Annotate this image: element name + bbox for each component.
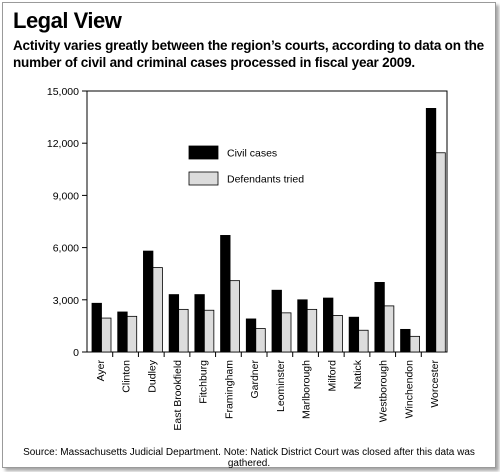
bar-civil-cases [297,299,308,353]
source-note: Source: Massachusetts Judicial Departmen… [23,447,475,469]
x-tick-label: East Brookfield [172,360,184,431]
bar-defendants-tried [281,312,292,353]
legend-label-civil-cases: Civil cases [227,148,277,160]
x-tick-label: Dudley [146,359,158,392]
bar-civil-cases [271,289,282,353]
bar-defendants-tried [229,280,240,353]
legend-swatch-civil-cases [188,145,219,160]
chart-title: Legal View [13,8,122,33]
x-tick-label: Marlborough [301,360,313,419]
bar-civil-cases [220,235,231,353]
bar-defendants-tried [435,152,446,353]
bar-civil-cases [323,297,334,353]
bar-civil-cases [400,328,411,353]
bar-defendants-tried [332,315,343,353]
bar-civil-cases [245,318,257,353]
x-tick-label: Clinton [121,360,133,393]
bar-civil-cases [194,294,205,353]
bar-defendants-tried [306,308,318,353]
x-tick-label: Leominster [275,360,287,412]
bar-chart: 0 3,000 6,000 9,000 12,000 15,000 Ayer Clinton D… [47,86,448,431]
y-tick-label: 3,000 [53,295,79,307]
x-tick-label: Natick [352,359,364,389]
y-tick-label: 12,000 [47,138,79,150]
bar-civil-cases [374,281,385,353]
chart-frame: Legal View Activity varies greatly betwe… [2,2,496,469]
bar-civil-cases [425,108,437,353]
bar-defendants-tried [255,328,266,353]
legend-swatch-defendants-tried [188,171,219,186]
bar-defendants-tried [358,329,369,353]
legend-label-defendants-tried: Defendants tried [227,174,304,186]
bar-civil-cases [348,316,360,353]
y-tick-label: 9,000 [53,190,79,202]
x-tick-label: Westborough [378,360,390,422]
x-tick-label: Winchendon [403,360,415,419]
bar-defendants-tried [101,317,112,353]
bar-civil-cases [117,311,128,353]
bar-civil-cases [91,302,102,353]
bar-defendants-tried [126,315,138,353]
x-tick-label: Ayer [95,360,107,382]
bar-civil-cases [143,250,154,353]
bar-defendants-tried [383,305,395,353]
x-tick-label: Milford [326,360,338,392]
bar-defendants-tried [178,308,189,353]
bar-defendants-tried [409,335,420,353]
x-tick-label: Worcester [429,360,441,408]
y-tick-label: 0 [73,347,79,359]
x-tick-label: Fitchburg [198,360,210,404]
bar-defendants-tried [203,309,215,353]
x-tick-label: Framingham [223,360,235,419]
bar-civil-cases [168,294,180,353]
bar-defendants-tried [152,267,163,353]
y-tick-label: 15,000 [47,86,79,98]
chart-subtitle: Activity varies greatly between the regi… [13,38,484,70]
y-tick-label: 6,000 [53,243,79,255]
x-tick-label: Gardner [249,360,261,399]
